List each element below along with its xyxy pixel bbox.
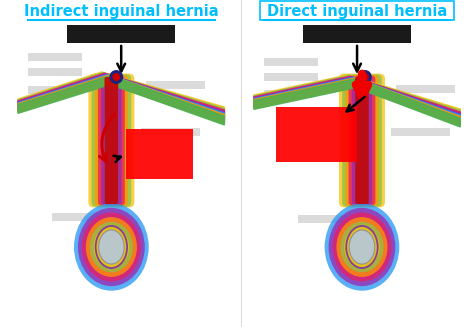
Ellipse shape: [349, 230, 375, 264]
Polygon shape: [18, 76, 110, 113]
FancyBboxPatch shape: [101, 77, 122, 204]
Polygon shape: [352, 77, 460, 123]
FancyBboxPatch shape: [298, 215, 352, 223]
FancyBboxPatch shape: [348, 76, 375, 205]
FancyBboxPatch shape: [396, 85, 456, 93]
Ellipse shape: [74, 203, 149, 291]
Polygon shape: [350, 76, 460, 121]
Polygon shape: [101, 72, 224, 116]
FancyBboxPatch shape: [346, 75, 379, 206]
Polygon shape: [18, 73, 103, 109]
Polygon shape: [254, 76, 349, 105]
Ellipse shape: [344, 226, 380, 268]
Polygon shape: [254, 78, 356, 110]
Polygon shape: [254, 76, 350, 106]
FancyBboxPatch shape: [28, 68, 82, 76]
Polygon shape: [349, 76, 460, 119]
FancyBboxPatch shape: [355, 77, 369, 204]
Ellipse shape: [337, 217, 388, 277]
Ellipse shape: [340, 222, 383, 272]
Polygon shape: [356, 78, 460, 127]
Ellipse shape: [99, 230, 124, 264]
FancyBboxPatch shape: [104, 77, 118, 204]
Ellipse shape: [325, 203, 399, 291]
Ellipse shape: [358, 70, 372, 84]
Polygon shape: [18, 73, 104, 110]
Text: Direct inguinal hernia: Direct inguinal hernia: [267, 4, 447, 19]
Polygon shape: [347, 75, 460, 118]
Polygon shape: [106, 74, 224, 121]
FancyBboxPatch shape: [28, 86, 77, 94]
Polygon shape: [110, 76, 224, 125]
FancyBboxPatch shape: [264, 58, 318, 66]
Polygon shape: [108, 75, 224, 122]
FancyBboxPatch shape: [146, 81, 205, 89]
FancyBboxPatch shape: [95, 75, 128, 206]
FancyBboxPatch shape: [264, 73, 318, 81]
Polygon shape: [254, 75, 347, 104]
FancyBboxPatch shape: [352, 77, 372, 204]
Ellipse shape: [332, 213, 392, 282]
FancyBboxPatch shape: [104, 77, 118, 204]
FancyBboxPatch shape: [67, 25, 175, 43]
FancyBboxPatch shape: [28, 53, 82, 61]
Ellipse shape: [94, 226, 129, 268]
FancyBboxPatch shape: [355, 77, 369, 204]
Polygon shape: [355, 78, 460, 126]
Polygon shape: [353, 77, 460, 124]
Ellipse shape: [78, 208, 145, 286]
Polygon shape: [103, 73, 224, 117]
Ellipse shape: [82, 213, 141, 282]
FancyBboxPatch shape: [126, 129, 193, 179]
Ellipse shape: [86, 217, 137, 277]
FancyBboxPatch shape: [91, 74, 131, 207]
Ellipse shape: [112, 73, 120, 81]
Polygon shape: [254, 77, 352, 107]
FancyBboxPatch shape: [264, 90, 313, 98]
FancyBboxPatch shape: [339, 74, 385, 207]
FancyBboxPatch shape: [303, 25, 411, 43]
FancyBboxPatch shape: [53, 213, 107, 221]
Text: Indirect inguinal hernia: Indirect inguinal hernia: [24, 4, 219, 19]
Ellipse shape: [361, 73, 369, 81]
Polygon shape: [18, 74, 106, 111]
FancyBboxPatch shape: [88, 74, 134, 207]
FancyBboxPatch shape: [141, 128, 200, 136]
Ellipse shape: [109, 70, 123, 84]
Polygon shape: [18, 72, 101, 108]
Polygon shape: [109, 75, 224, 124]
Ellipse shape: [328, 208, 395, 286]
Ellipse shape: [90, 222, 133, 272]
Polygon shape: [18, 75, 108, 112]
FancyBboxPatch shape: [342, 74, 382, 207]
Polygon shape: [104, 73, 224, 119]
Polygon shape: [18, 75, 109, 112]
FancyBboxPatch shape: [392, 128, 450, 136]
FancyBboxPatch shape: [276, 107, 357, 162]
FancyBboxPatch shape: [98, 76, 125, 205]
Polygon shape: [254, 77, 353, 108]
Polygon shape: [254, 78, 355, 109]
